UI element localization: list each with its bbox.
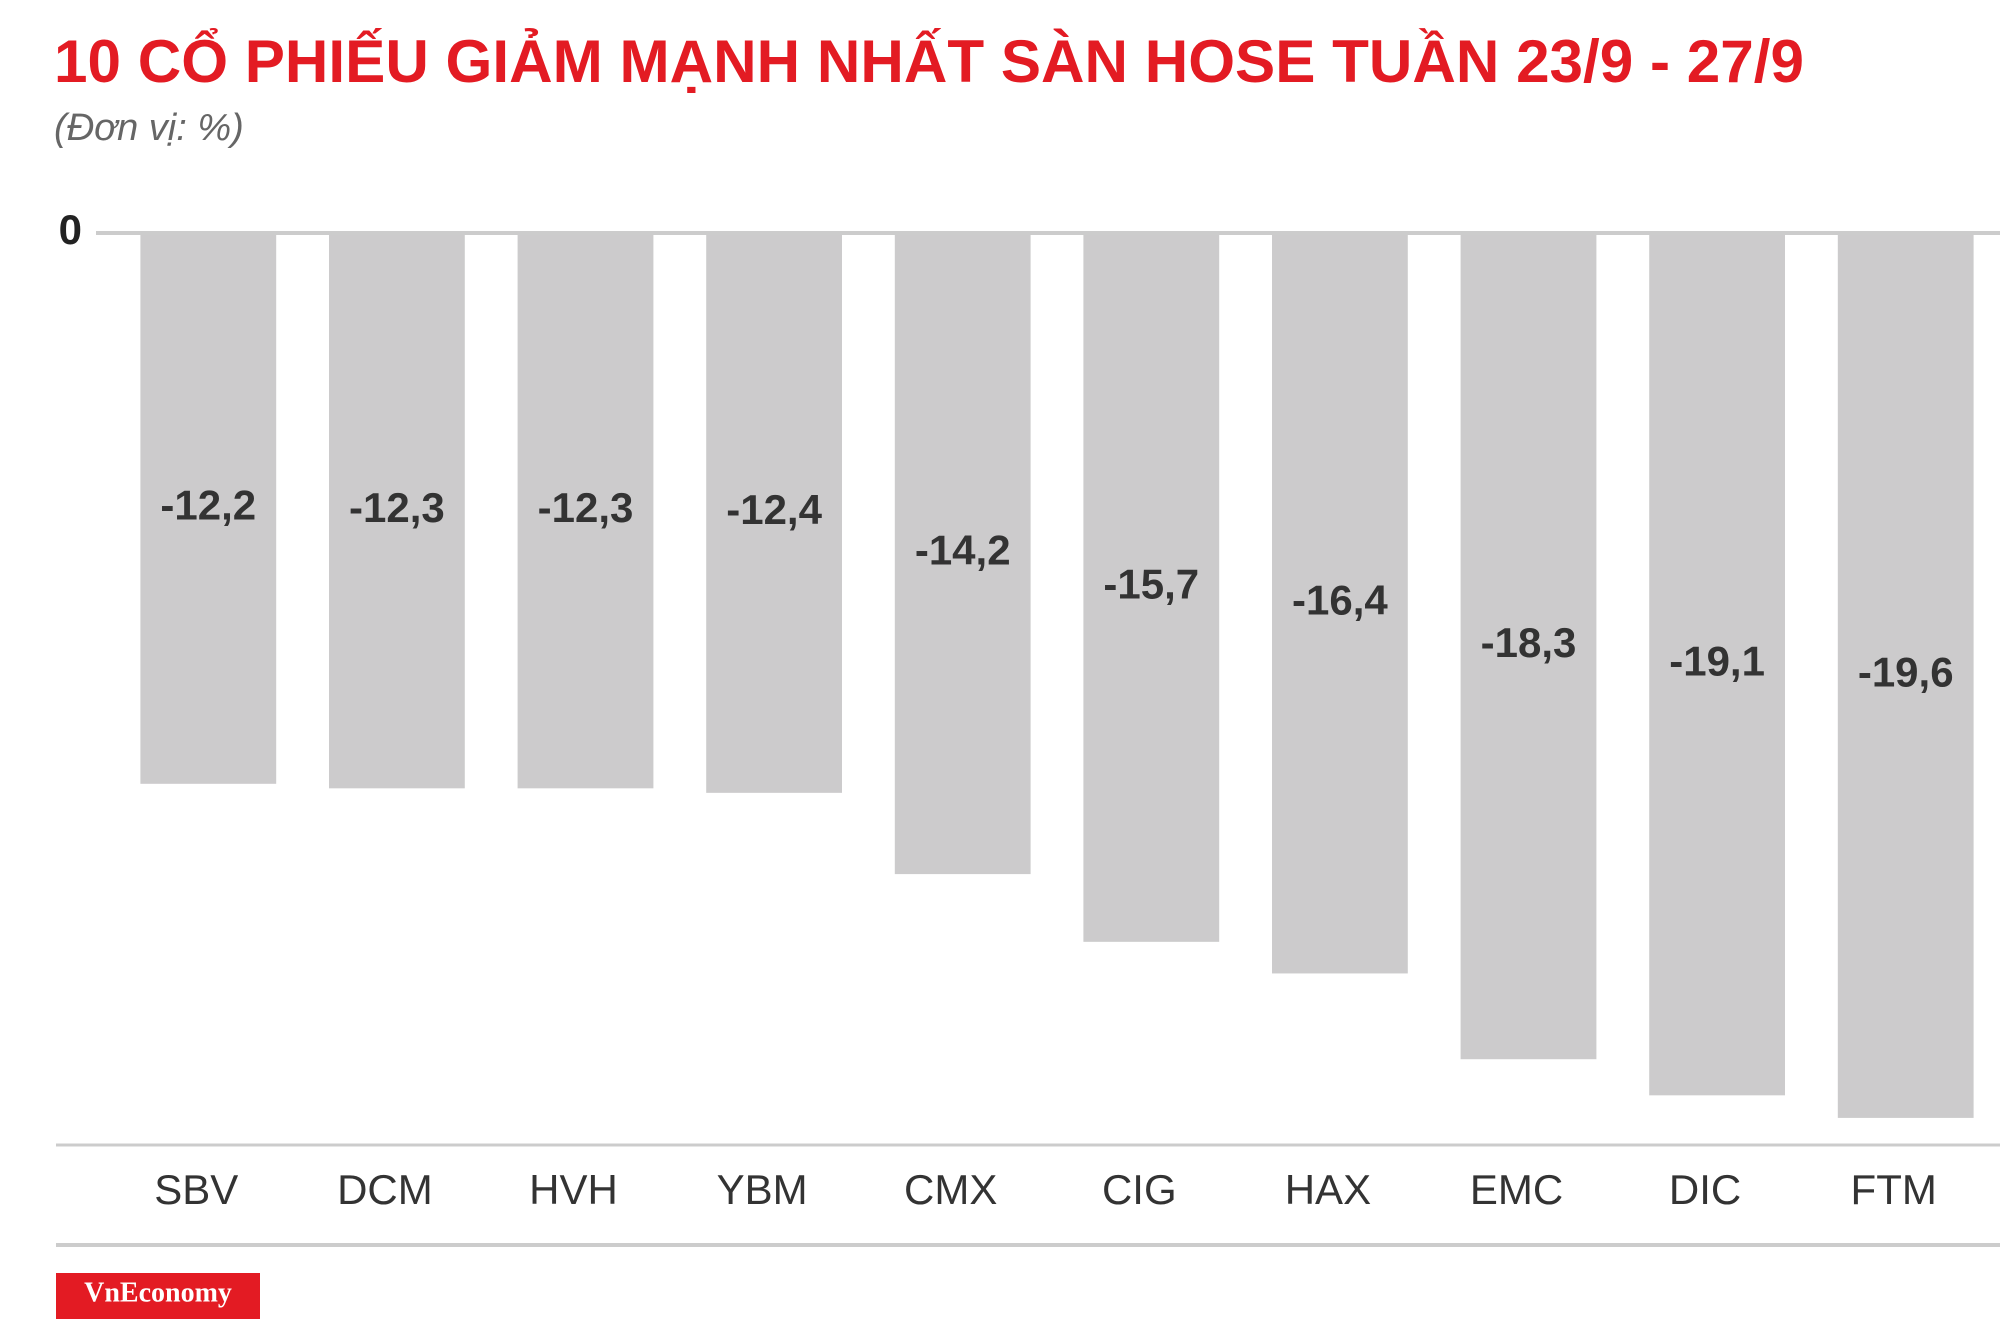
bar xyxy=(140,233,277,784)
bar xyxy=(894,233,1031,875)
bar xyxy=(1272,233,1408,974)
value-label: -12,3 xyxy=(538,484,634,531)
y-tick-label: 0 xyxy=(59,206,82,253)
x-tick-label: YBM xyxy=(717,1166,808,1213)
chart-subtitle: (Đơn vị: %) xyxy=(54,107,244,149)
value-label: -19,1 xyxy=(1669,637,1765,684)
bar xyxy=(1837,233,1974,1118)
value-label: -12,3 xyxy=(349,484,445,531)
value-label: -16,4 xyxy=(1292,576,1388,623)
value-label: -12,4 xyxy=(726,486,822,533)
x-tick-label: DIC xyxy=(1669,1166,1741,1213)
value-label: -12,2 xyxy=(160,481,256,528)
value-label: -18,3 xyxy=(1481,619,1577,666)
x-tick-label: HVH xyxy=(529,1166,618,1213)
bar xyxy=(329,233,465,789)
chart-title: 10 CỔ PHIẾU GIẢM MẠNH NHẤT SÀN HOSE TUẦN… xyxy=(54,28,1804,95)
bar xyxy=(1460,233,1597,1060)
bar xyxy=(1083,233,1220,942)
bar xyxy=(517,233,654,789)
x-tick-label: EMC xyxy=(1470,1166,1563,1213)
logo-box xyxy=(56,1273,260,1319)
x-tick-label: CMX xyxy=(904,1166,997,1213)
x-tick-label: CIG xyxy=(1102,1166,1177,1213)
value-label: -15,7 xyxy=(1103,561,1199,608)
value-label: -19,6 xyxy=(1858,649,1954,696)
bar xyxy=(706,233,842,793)
value-label: -14,2 xyxy=(915,527,1011,574)
bar xyxy=(1649,233,1785,1096)
x-tick-label: DCM xyxy=(337,1166,433,1213)
x-tick-label: FTM xyxy=(1851,1166,1937,1213)
logo: VnEconomy xyxy=(84,1277,232,1308)
x-tick-label: SBV xyxy=(154,1166,238,1213)
x-tick-label: HAX xyxy=(1285,1166,1371,1213)
